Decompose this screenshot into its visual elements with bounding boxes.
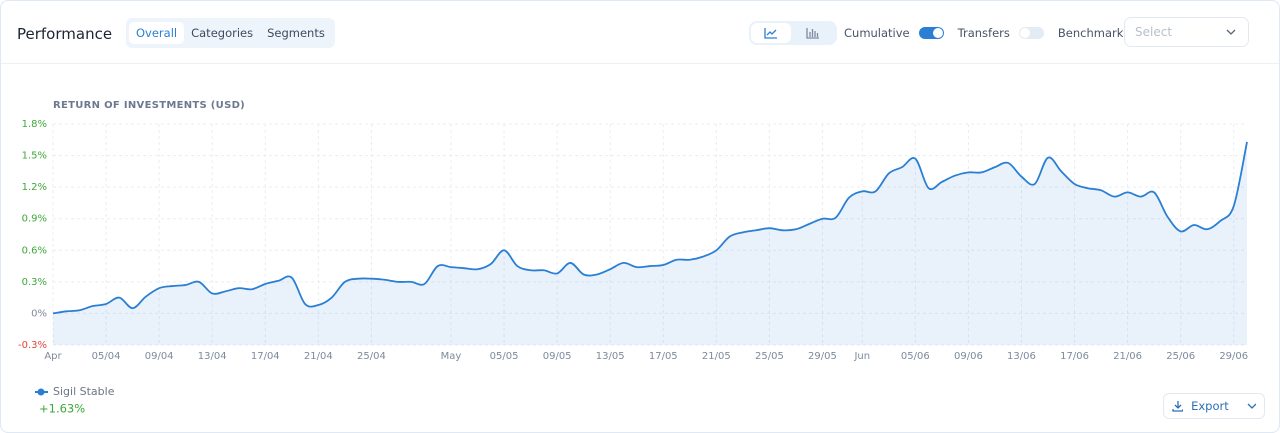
divider: [1, 63, 1279, 64]
tab[interactable]: Categories: [191, 26, 254, 40]
x-tick-label: 13/06: [1007, 351, 1036, 362]
line-chart-button[interactable]: [751, 23, 791, 43]
x-tick-label: 21/05: [702, 351, 731, 362]
toggle-label: Transfers: [957, 26, 1010, 40]
x-tick-label: 25/04: [357, 351, 386, 362]
select-placeholder: Select: [1135, 25, 1173, 39]
widget-title: Performance: [17, 25, 113, 43]
y-tick-label: 0.3%: [22, 277, 47, 288]
x-tick-label: 09/04: [145, 351, 174, 362]
x-tick-label: 29/06: [1219, 351, 1248, 362]
line-series: [52, 141, 1248, 315]
chart-type-switch: [749, 21, 837, 45]
x-tick-label: 05/04: [92, 351, 121, 362]
controls: Cumulative Transfers Benchmark: [844, 21, 1123, 45]
tab[interactable]: Segments: [267, 26, 325, 40]
x-tick-label: Apr: [44, 351, 62, 362]
area-fill: [53, 141, 1247, 345]
x-tick-label: May: [441, 351, 462, 362]
toggle-label: Cumulative: [844, 26, 910, 40]
x-tick-label: 13/04: [198, 351, 227, 362]
y-tick-label: -0.3%: [18, 340, 47, 351]
x-tick-label: 29/05: [808, 351, 837, 362]
y-tick-label: 0.9%: [22, 214, 47, 225]
benchmark-label: Benchmark: [1057, 26, 1124, 40]
export-label: Export: [1191, 399, 1229, 413]
y-tick-label: 0%: [31, 308, 47, 319]
x-tick-label: 25/05: [755, 351, 784, 362]
y-tick-label: 1.2%: [22, 182, 47, 193]
legend-value: +1.63%: [39, 402, 85, 416]
tab[interactable]: Overall: [129, 22, 185, 44]
x-tick-label: Jun: [853, 351, 870, 362]
tab-group: Overall Categories Segments: [126, 18, 335, 48]
y-tick-label: 1.5%: [22, 151, 47, 162]
x-tick-label: 21/04: [304, 351, 333, 362]
legend-marker: [37, 388, 45, 396]
x-tick-label: 17/06: [1060, 351, 1089, 362]
benchmark-select[interactable]: Select: [1124, 17, 1249, 47]
x-tick-label: 09/06: [954, 351, 983, 362]
toggle[interactable]: [918, 27, 944, 39]
x-tick-label: 13/05: [596, 351, 625, 362]
x-tick-label: 17/05: [649, 351, 678, 362]
legend-label: Sigil Stable: [53, 385, 115, 398]
x-tick-label: 05/06: [901, 351, 930, 362]
y-tick-label: 0.6%: [22, 245, 47, 256]
toggle[interactable]: [1018, 27, 1044, 39]
y-tick-label: 1.8%: [22, 119, 47, 130]
export-button[interactable]: Export: [1163, 393, 1265, 419]
x-tick-label: 21/06: [1113, 351, 1142, 362]
bar-chart-button[interactable]: [793, 23, 833, 43]
x-tick-label: 09/05: [543, 351, 572, 362]
x-tick-label: 05/05: [490, 351, 519, 362]
x-tick-label: 25/06: [1166, 351, 1195, 362]
x-tick-label: 17/04: [251, 351, 280, 362]
chart-title: RETURN OF INVESTMENTS (USD): [53, 100, 245, 111]
